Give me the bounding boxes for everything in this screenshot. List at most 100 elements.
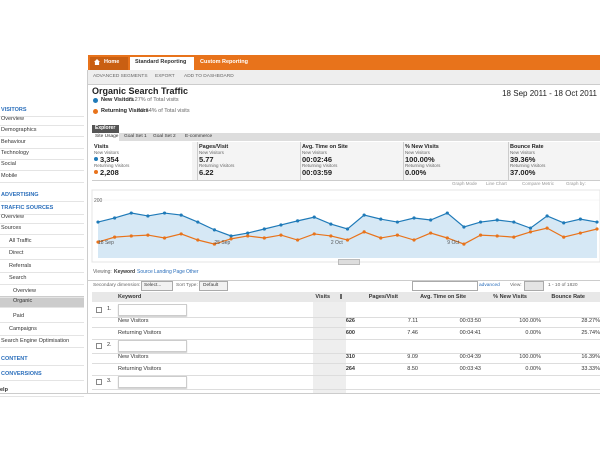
point [212, 228, 217, 232]
viewing-option[interactable]: Other [186, 269, 199, 275]
checkbox[interactable] [96, 343, 102, 349]
table-cell: 7.11 [407, 318, 418, 324]
nav-tab[interactable]: Custom Reporting [200, 59, 248, 65]
point [146, 233, 150, 237]
column-header[interactable]: Bounce Rate [551, 294, 585, 300]
sidebar-item[interactable]: Mobile [1, 173, 18, 179]
metric-segment: Returning Visitors [199, 163, 235, 168]
graph-option[interactable]: Line Chart [486, 181, 507, 186]
sidebar-item[interactable]: Organic [13, 298, 33, 304]
table-cell: 16.39% [581, 354, 600, 360]
point [229, 234, 233, 238]
graph-option[interactable]: Graph Mode [452, 181, 478, 186]
table-cell: New Visitors [118, 318, 149, 324]
select-box[interactable] [141, 281, 173, 291]
point [412, 238, 416, 242]
graph-option[interactable]: Graph by: [566, 181, 586, 186]
sidebar-item[interactable]: Overview [1, 214, 24, 220]
sidebar-item[interactable]: Referrals [9, 263, 32, 269]
toolbar [88, 70, 600, 85]
metric-selected[interactable] [92, 142, 192, 180]
column-header[interactable]: Avg. Time on Site [420, 294, 466, 300]
sidebar-item[interactable]: ADVERTISING [1, 192, 39, 198]
metric-value: 00:02:46 [302, 155, 333, 164]
separator [0, 182, 84, 183]
sidebar-item[interactable]: Behaviour [1, 139, 26, 145]
sidebar-item[interactable]: CONVERSIONS [1, 371, 42, 377]
toolbar-button[interactable]: EXPORT [155, 74, 175, 79]
separator [0, 159, 84, 160]
x-tick-label: 18 Sep [98, 240, 114, 246]
nav-tab[interactable]: Home [104, 59, 120, 65]
table-cell: 264 [345, 366, 355, 372]
column-header[interactable]: % New Visits [493, 294, 527, 300]
sidebar-item[interactable]: Technology [1, 150, 29, 156]
metric-segment: New Visitors [510, 150, 535, 155]
sidebar-item[interactable]: Direct [9, 250, 24, 256]
separator [0, 125, 84, 126]
sidebar-item[interactable]: Search Engine Optimisation [1, 338, 70, 344]
sidebar-item[interactable]: Campaigns [9, 326, 37, 332]
subtab-active[interactable] [92, 133, 119, 141]
sidebar-item[interactable]: Overview [1, 116, 24, 122]
sidebar-item[interactable]: Overview [13, 288, 36, 294]
table-cell: 100.00% [519, 354, 541, 360]
sidebar-item[interactable]: elp [0, 387, 8, 393]
subtab[interactable]: Goal Set 2 [153, 134, 176, 139]
home-tab[interactable] [90, 57, 128, 70]
view-label: View: [510, 283, 522, 288]
sidebar-item[interactable]: All Traffic [9, 238, 32, 244]
separator [0, 365, 84, 366]
point [429, 231, 433, 235]
date-range[interactable]: 18 Sep 2011 - 18 Oct 2011 [502, 89, 597, 98]
viewing-option[interactable]: Source [137, 269, 153, 275]
sidebar-item[interactable]: Paid [13, 313, 25, 319]
point [429, 218, 433, 222]
toolbar-button[interactable]: ADVANCED SEGMENTS [93, 74, 148, 79]
column-header[interactable]: Pages/Visit [368, 294, 398, 300]
separator [0, 396, 84, 397]
point [229, 237, 233, 241]
nav-tab[interactable]: Standard Reporting [135, 59, 187, 65]
y-tick-label: 200 [94, 198, 103, 204]
point [495, 234, 499, 238]
x-tick-label: 25 Sep [214, 240, 230, 246]
active-tab[interactable] [130, 57, 194, 70]
table-cell: 9.09 [407, 354, 418, 360]
sidebar-item[interactable]: Social [1, 161, 16, 167]
sidebar-item[interactable]: Sources [1, 225, 22, 231]
point [329, 234, 333, 238]
viewing-option[interactable]: Landing Page [154, 269, 185, 275]
graph-option[interactable]: Compare Metric [522, 181, 555, 186]
checkbox[interactable] [96, 307, 102, 313]
explorer-tab[interactable] [92, 125, 119, 133]
sidebar-item[interactable]: Demographics [1, 127, 37, 133]
sidebar-item[interactable]: CONTENT [1, 356, 28, 362]
viewing-option[interactable]: Keyword [114, 269, 136, 275]
sort-box[interactable] [199, 281, 228, 291]
separator [0, 116, 84, 117]
toolbar-button[interactable]: ADD TO DASHBOARD [184, 74, 234, 79]
view-toggle[interactable] [524, 281, 544, 291]
divider [88, 280, 600, 281]
subtab[interactable]: E-commerce [185, 134, 213, 139]
table-cell: 7.46 [407, 330, 418, 336]
row-line [92, 317, 600, 318]
search-box[interactable] [412, 281, 478, 291]
point [246, 234, 250, 238]
column-header[interactable]: Visits [315, 294, 330, 300]
subtab[interactable]: Goal Set 1 [124, 134, 147, 139]
metric-border [197, 142, 198, 180]
sidebar-item[interactable]: VISITORS [1, 107, 27, 113]
column-header[interactable]: Keyword [118, 294, 142, 300]
sidebar-item[interactable]: Search [9, 275, 27, 281]
metric-segment: Returning Visitors [510, 163, 546, 168]
sidebar-item[interactable]: TRAFFIC SOURCES [1, 205, 54, 211]
advanced-link[interactable]: advanced [479, 283, 500, 288]
separator [0, 307, 84, 308]
metric-label: Visits [94, 144, 109, 150]
checkbox[interactable] [96, 379, 102, 385]
segment-share: 18.64% of Total visits [138, 108, 190, 114]
table-header [92, 292, 600, 302]
subtab[interactable]: Site Usage [95, 134, 119, 139]
